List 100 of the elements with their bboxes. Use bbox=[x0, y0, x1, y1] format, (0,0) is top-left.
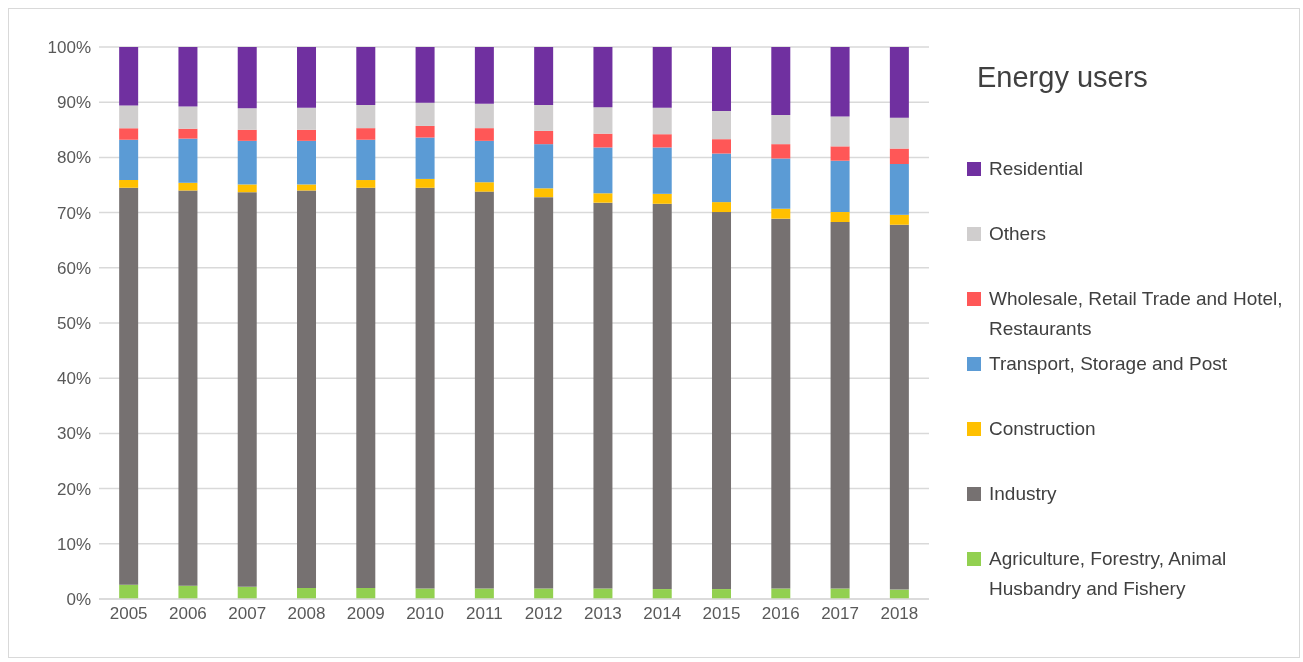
bar bbox=[652, 107, 672, 135]
y-tick-label: 50% bbox=[56, 314, 91, 334]
bar bbox=[178, 182, 198, 191]
x-tick-label: 2014 bbox=[643, 604, 682, 624]
bar bbox=[237, 192, 257, 587]
bar bbox=[771, 158, 791, 209]
bar bbox=[534, 104, 554, 131]
bar bbox=[297, 129, 317, 141]
x-tick-label: 2011 bbox=[466, 604, 503, 624]
bar bbox=[474, 103, 494, 129]
bar bbox=[237, 140, 257, 185]
legend-label: Industry bbox=[989, 482, 1057, 506]
x-tick-label: 2018 bbox=[880, 604, 919, 624]
x-tick-label: 2016 bbox=[761, 604, 800, 624]
bar bbox=[830, 212, 850, 222]
bar bbox=[415, 47, 435, 103]
bar bbox=[356, 139, 376, 181]
bar bbox=[237, 586, 257, 599]
x-tick-label: 2012 bbox=[524, 604, 563, 624]
bar bbox=[178, 190, 198, 586]
y-tick-label: 10% bbox=[56, 534, 91, 554]
y-tick-label: 100% bbox=[47, 38, 91, 58]
bar bbox=[830, 116, 850, 147]
x-tick-label: 2017 bbox=[821, 604, 859, 624]
bar bbox=[297, 47, 317, 108]
bar bbox=[712, 589, 732, 599]
bar bbox=[889, 148, 909, 165]
x-tick-label: 2015 bbox=[702, 604, 741, 624]
legend-label: Residential bbox=[989, 157, 1083, 181]
bar bbox=[712, 202, 732, 213]
bar bbox=[119, 584, 139, 599]
bar bbox=[593, 193, 613, 203]
y-tick-label: 20% bbox=[56, 479, 91, 499]
bar bbox=[415, 187, 435, 589]
bar bbox=[889, 214, 909, 225]
legend-label: Others bbox=[989, 222, 1047, 246]
x-tick-label: 2005 bbox=[109, 604, 148, 624]
bar bbox=[652, 589, 672, 599]
bar bbox=[237, 184, 257, 193]
bar bbox=[356, 128, 376, 140]
bar bbox=[771, 114, 791, 145]
bar bbox=[593, 47, 613, 108]
bar bbox=[534, 188, 554, 198]
bar bbox=[119, 180, 139, 188]
x-tick-label: 2013 bbox=[584, 604, 622, 624]
x-tick-label: 2009 bbox=[346, 604, 385, 624]
bar bbox=[534, 130, 554, 145]
x-tick-label: 2010 bbox=[406, 604, 444, 624]
bar bbox=[593, 202, 613, 589]
bar bbox=[178, 128, 198, 139]
y-tick-label: 90% bbox=[56, 93, 91, 113]
bar bbox=[119, 128, 139, 140]
bar bbox=[652, 203, 672, 590]
bar bbox=[830, 160, 850, 213]
bar bbox=[356, 47, 376, 105]
bar bbox=[889, 224, 909, 590]
legend-label: Agriculture, Forestry, Animal Husbandry and Fishery bbox=[989, 547, 1228, 601]
bar bbox=[415, 102, 435, 126]
bar bbox=[474, 47, 494, 104]
bar bbox=[474, 140, 494, 183]
bar bbox=[237, 129, 257, 141]
bar bbox=[474, 128, 494, 141]
bar bbox=[889, 47, 909, 118]
bar bbox=[297, 190, 317, 588]
bar bbox=[889, 117, 909, 149]
bar bbox=[119, 47, 139, 106]
y-tick-label: 80% bbox=[56, 148, 91, 168]
bar bbox=[830, 146, 850, 161]
bar bbox=[237, 108, 257, 130]
bar bbox=[593, 133, 613, 148]
bar bbox=[652, 134, 672, 148]
bar bbox=[178, 585, 198, 599]
bar bbox=[534, 47, 554, 105]
bar bbox=[119, 187, 139, 585]
bar bbox=[712, 111, 732, 140]
x-tick-label: 2008 bbox=[287, 604, 326, 624]
x-tick-label: 2006 bbox=[169, 604, 207, 624]
bar bbox=[889, 164, 909, 215]
bar bbox=[178, 47, 198, 107]
bar bbox=[830, 221, 850, 589]
bar bbox=[712, 47, 732, 112]
y-tick-label: 30% bbox=[56, 424, 91, 444]
bar bbox=[771, 47, 791, 115]
bar bbox=[415, 125, 435, 138]
bar bbox=[652, 47, 672, 108]
bar bbox=[119, 139, 139, 181]
bar bbox=[178, 106, 198, 129]
y-tick-label: 60% bbox=[56, 258, 91, 278]
legend-label: Construction bbox=[989, 417, 1096, 441]
legend-label: Wholesale, Retail Trade and Hotel, Restaurants bbox=[989, 287, 1284, 341]
bar bbox=[356, 587, 376, 599]
y-tick-label: 70% bbox=[56, 203, 91, 223]
bar bbox=[474, 182, 494, 192]
bar bbox=[356, 187, 376, 588]
bar bbox=[474, 191, 494, 589]
bar bbox=[534, 144, 554, 189]
bar bbox=[237, 47, 257, 109]
bar bbox=[178, 138, 198, 183]
bar bbox=[297, 184, 317, 191]
bar bbox=[830, 47, 850, 117]
